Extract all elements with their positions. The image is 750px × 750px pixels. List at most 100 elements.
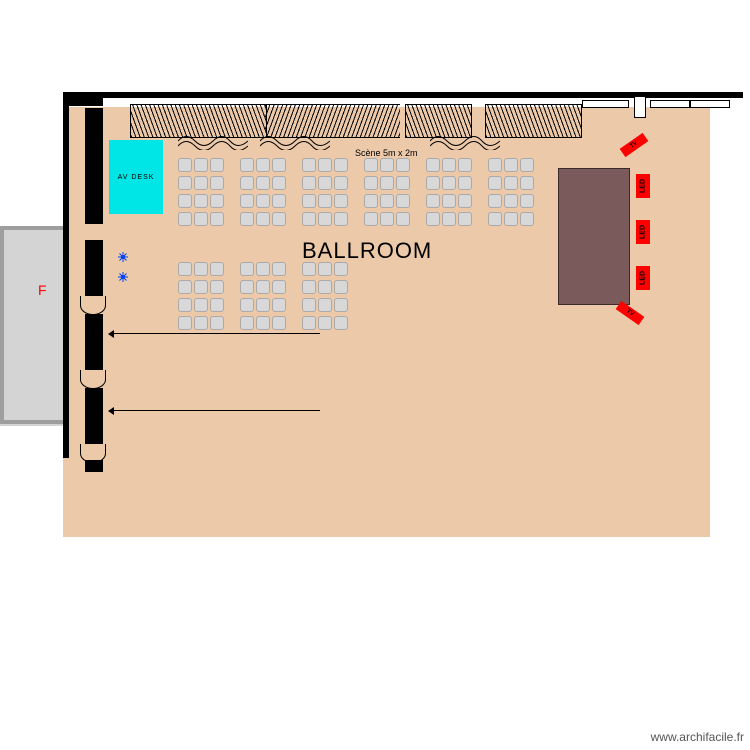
seat [318, 316, 332, 330]
floor-1 [0, 226, 63, 426]
seat [426, 212, 440, 226]
seat [318, 280, 332, 294]
arrow-1 [110, 410, 320, 411]
seat [488, 176, 502, 190]
seat [380, 194, 394, 208]
seat [272, 298, 286, 312]
seat [520, 194, 534, 208]
wall-2 [63, 98, 69, 458]
seat [210, 158, 224, 172]
curtain-0 [178, 132, 248, 150]
seat [520, 176, 534, 190]
label-ballroom: BALLROOM [302, 238, 432, 264]
seat [240, 176, 254, 190]
seat [426, 194, 440, 208]
seat [504, 158, 518, 172]
seat [520, 158, 534, 172]
seat [318, 212, 332, 226]
seat [272, 316, 286, 330]
seat [302, 194, 316, 208]
seat [364, 194, 378, 208]
seat [334, 316, 348, 330]
seat [458, 212, 472, 226]
seat [318, 298, 332, 312]
door-2 [80, 444, 106, 463]
seat [194, 176, 208, 190]
seat [520, 212, 534, 226]
seat [442, 158, 456, 172]
seat [302, 158, 316, 172]
led-0: LED [636, 174, 650, 198]
seat [178, 262, 192, 276]
seat [504, 212, 518, 226]
panel-3 [690, 100, 730, 108]
seat [210, 316, 224, 330]
label-f: F [38, 282, 47, 298]
seat [364, 158, 378, 172]
wall-4 [85, 240, 103, 296]
seat [334, 298, 348, 312]
seat [256, 262, 270, 276]
seat [178, 158, 192, 172]
seat [458, 158, 472, 172]
panel-1 [634, 96, 646, 118]
wall-1 [63, 98, 103, 106]
seat [178, 212, 192, 226]
seat [240, 316, 254, 330]
seat [256, 212, 270, 226]
seat [504, 194, 518, 208]
seat [210, 194, 224, 208]
door-1 [80, 370, 106, 389]
seat [458, 194, 472, 208]
seat [302, 316, 316, 330]
seat [256, 280, 270, 294]
curtain-1 [260, 132, 330, 150]
seat [178, 298, 192, 312]
seat [194, 212, 208, 226]
seat [256, 158, 270, 172]
seat [194, 316, 208, 330]
seat [272, 158, 286, 172]
seat [194, 194, 208, 208]
seat [256, 298, 270, 312]
door-0 [80, 296, 106, 315]
led-2: LED [636, 266, 650, 290]
seat [240, 212, 254, 226]
grey-wall-1 [0, 420, 63, 424]
grey-wall-0 [0, 226, 63, 230]
light-icon-1 [118, 272, 128, 282]
seat [272, 194, 286, 208]
seat [364, 176, 378, 190]
seat [178, 316, 192, 330]
seat [210, 262, 224, 276]
seat [272, 262, 286, 276]
seat [334, 176, 348, 190]
seat [334, 212, 348, 226]
seat [396, 212, 410, 226]
seat [318, 194, 332, 208]
seat [318, 262, 332, 276]
seat [210, 212, 224, 226]
seat [426, 158, 440, 172]
seat [302, 212, 316, 226]
wall-6 [85, 388, 103, 444]
seat [488, 212, 502, 226]
led-1: LED [636, 220, 650, 244]
seat [458, 176, 472, 190]
seat [380, 212, 394, 226]
seat [334, 194, 348, 208]
seat [364, 212, 378, 226]
attribution-link[interactable]: www.archifacile.fr [651, 730, 744, 744]
seat [256, 194, 270, 208]
seat [272, 280, 286, 294]
seat [504, 176, 518, 190]
label-stage: Scène 5m x 2m [355, 148, 418, 158]
seat [256, 316, 270, 330]
stage-table [558, 168, 630, 305]
seat [240, 158, 254, 172]
seat [240, 262, 254, 276]
seat [318, 176, 332, 190]
seat [426, 176, 440, 190]
seat [396, 194, 410, 208]
floorplan-canvas: AV DESKLEDLEDLEDTVTVBALLROOMScène 5m x 2… [0, 0, 750, 750]
